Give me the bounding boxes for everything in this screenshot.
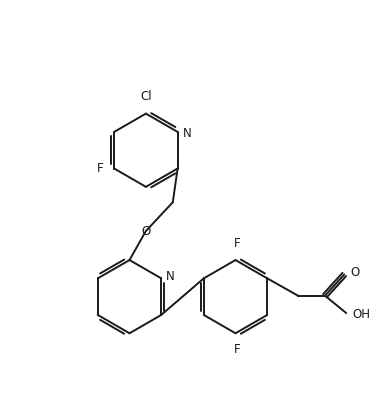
Text: N: N (166, 270, 175, 283)
Text: F: F (234, 237, 241, 250)
Text: F: F (234, 343, 241, 356)
Text: O: O (141, 225, 150, 238)
Text: N: N (182, 127, 191, 141)
Text: O: O (350, 266, 359, 279)
Text: Cl: Cl (140, 90, 152, 103)
Text: OH: OH (352, 309, 370, 322)
Text: F: F (97, 162, 103, 175)
